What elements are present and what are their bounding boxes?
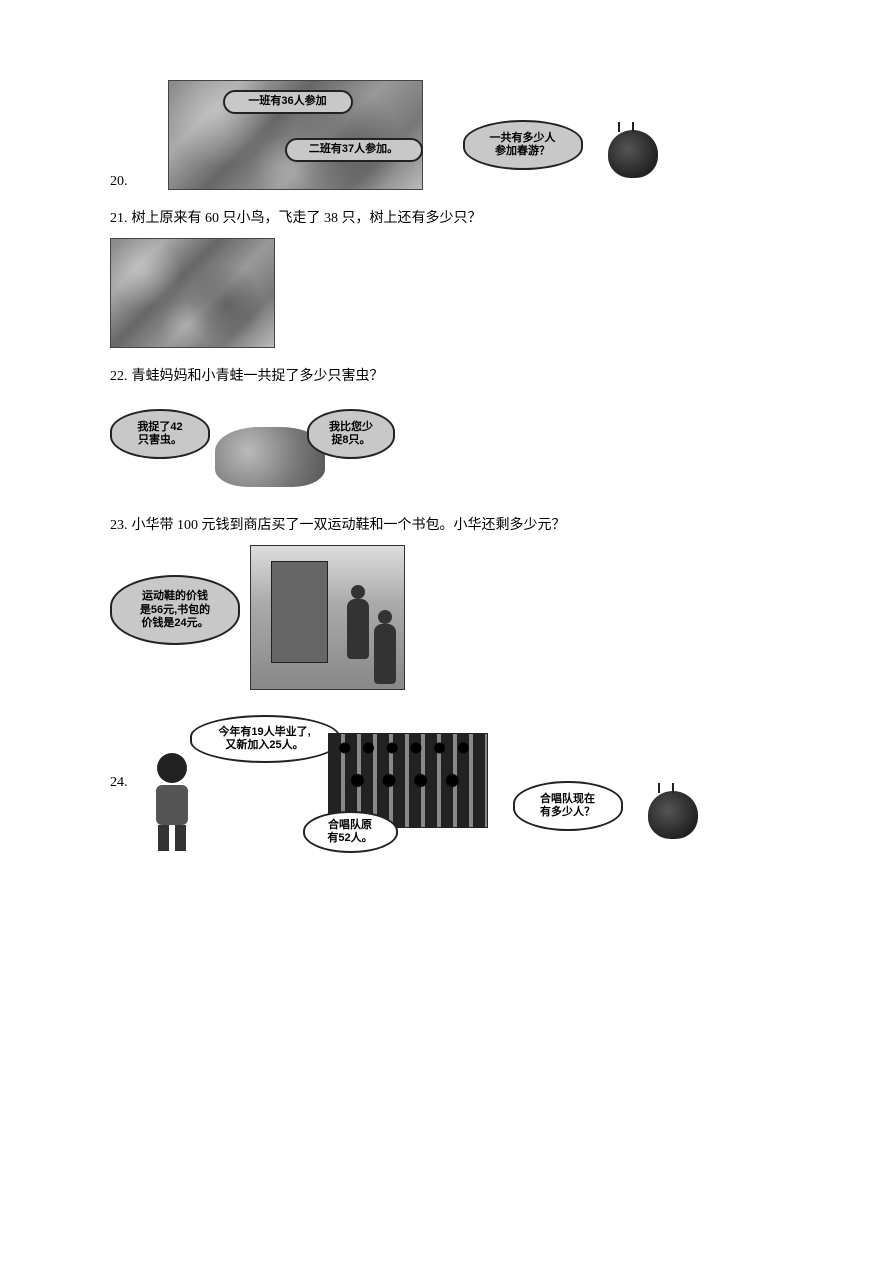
q20-question-text: 一共有多少人 参加春游？ [490, 132, 556, 158]
q23-l3: 价钱是24元。 [141, 617, 208, 629]
q24-question-group: 合唱队现在 有多少人？ [513, 773, 713, 853]
q24-bl2: 又新加入25人。 [225, 739, 303, 751]
class1-bubble-text: 一班有36人参加 [248, 95, 326, 108]
bug-icon [608, 130, 658, 178]
class1-speech-bubble: 一班有36人参加 [223, 90, 353, 114]
choir-count-bubble: 合唱队原 有52人。 [303, 811, 398, 853]
person-1 [347, 599, 369, 659]
q20-question-bubble: 一共有多少人 参加春游？ [463, 120, 583, 170]
child-frog-bubble: 我比您少 捉8只。 [307, 409, 395, 459]
mother-frog-bubble: 我捉了42 只害虫。 [110, 409, 210, 459]
q23-l2: 是56元,书包的 [140, 604, 210, 616]
q24-choir-figure: 今年有19人毕业了, 又新加入25人。 合唱队原 有52人。 [148, 713, 493, 853]
q22-frog-figure: 我捉了42 只害虫。 我比您少 捉8只。 [110, 397, 395, 497]
question-20: 20. 一班有36人参加 二班有37人参加。 一共有多少人 参加春游？ [110, 80, 783, 190]
birds-tree-illustration [110, 238, 275, 348]
boy-head [157, 753, 187, 783]
mother-frog-text: 我捉了42 只害虫。 [137, 421, 182, 447]
q22-ml1: 我捉了42 [137, 421, 182, 433]
boy-speech-text: 今年有19人毕业了, 又新加入25人。 [218, 726, 310, 752]
q23-l1: 运动鞋的价钱 [142, 590, 208, 602]
q22-text: 青蛙妈妈和小青蛙一共捉了多少只害虫？ [132, 366, 384, 388]
bug-icon [648, 791, 698, 839]
q24-ql2: 有多少人？ [540, 806, 595, 818]
q24-question-bubble: 合唱队现在 有多少人？ [513, 781, 623, 831]
price-bubble: 运动鞋的价钱 是56元,书包的 价钱是24元。 [110, 575, 240, 645]
class2-bubble-text: 二班有37人参加。 [309, 143, 398, 156]
q20-spring-outing-image: 一班有36人参加 二班有37人参加。 [168, 80, 423, 190]
q23-text-line: 23. 小华带 100 元钱到商店买了一双运动鞋和一个书包。小华还剩多少元？ [110, 515, 783, 537]
q23-number: 23. [110, 515, 128, 537]
q20-question-bubble-group: 一共有多少人 参加春游？ [463, 120, 668, 190]
q22-text-line: 22. 青蛙妈妈和小青蛙一共捉了多少只害虫？ [110, 366, 783, 388]
q24-number: 24. [110, 775, 128, 791]
boy-speech-bubble: 今年有19人毕业了, 又新加入25人。 [190, 715, 340, 763]
choir-count-text: 合唱队原 有52人。 [327, 819, 372, 845]
q21-text-line: 21. 树上原来有 60 只小鸟，飞走了 38 只，树上还有多少只？ [110, 208, 783, 230]
q22-ml2: 只害虫。 [138, 434, 182, 446]
question-21: 21. 树上原来有 60 只小鸟，飞走了 38 只，树上还有多少只？ [110, 208, 783, 348]
child-frog-text: 我比您少 捉8只。 [329, 421, 373, 447]
q22-number: 22. [110, 366, 128, 388]
q20-ql2: 参加春游？ [495, 145, 550, 157]
boy-illustration [148, 753, 196, 853]
boy-legs [158, 825, 186, 851]
question-24: 24. 今年有19人毕业了, 又新加入25人。 合唱队原 有52人。 [110, 713, 783, 853]
q20-figure-row: 20. 一班有36人参加 二班有37人参加。 一共有多少人 参加春游？ [110, 80, 783, 190]
q24-figure-row: 24. 今年有19人毕业了, 又新加入25人。 合唱队原 有52人。 [110, 713, 783, 853]
q23-text: 小华带 100 元钱到商店买了一双运动鞋和一个书包。小华还剩多少元？ [132, 515, 566, 537]
class2-speech-bubble: 二班有37人参加。 [285, 138, 423, 162]
q24-ql1: 合唱队现在 [540, 793, 595, 805]
q22-cl2: 捉8只。 [331, 434, 370, 446]
question-23: 23. 小华带 100 元钱到商店买了一双运动鞋和一个书包。小华还剩多少元？ 运… [110, 515, 783, 695]
q22-cl1: 我比您少 [329, 421, 373, 433]
q21-number: 21. [110, 208, 128, 230]
q24-cl2: 有52人。 [327, 832, 372, 844]
q24-question-text: 合唱队现在 有多少人？ [540, 793, 595, 819]
person-2 [374, 624, 396, 684]
store-illustration [250, 545, 405, 690]
q23-store-figure: 运动鞋的价钱 是56元,书包的 价钱是24元。 [110, 545, 405, 695]
q24-bl1: 今年有19人毕业了, [218, 726, 310, 738]
q21-text: 树上原来有 60 只小鸟，飞走了 38 只，树上还有多少只？ [132, 208, 482, 230]
q20-number: 20. [110, 174, 128, 190]
question-22: 22. 青蛙妈妈和小青蛙一共捉了多少只害虫？ 我捉了42 只害虫。 我比您少 捉… [110, 366, 783, 496]
q24-cl1: 合唱队原 [328, 819, 372, 831]
boy-body [156, 785, 188, 825]
q20-ql1: 一共有多少人 [490, 132, 556, 144]
price-text: 运动鞋的价钱 是56元,书包的 价钱是24元。 [140, 590, 210, 630]
